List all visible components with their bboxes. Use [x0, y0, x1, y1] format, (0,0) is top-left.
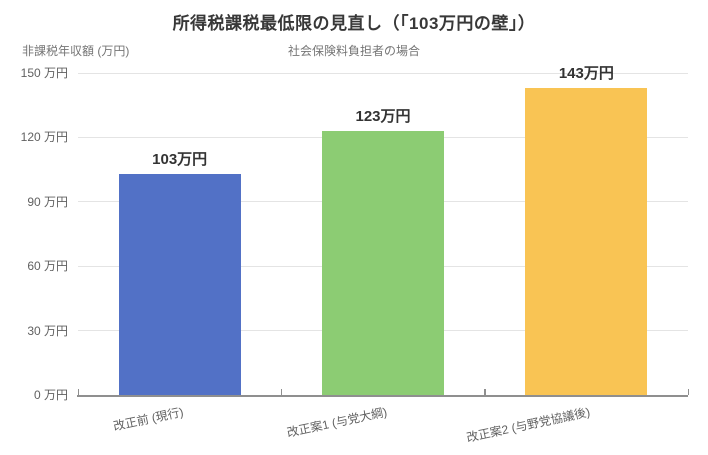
bar: [322, 130, 444, 395]
axis-tick: [280, 389, 283, 395]
bar: [525, 88, 648, 395]
bar-value-label: 123万円: [355, 107, 411, 125]
y-tick-label: 90 万円: [27, 194, 68, 209]
y-tick-label: 30 万円: [27, 323, 68, 338]
y-tick-label: 0 万円: [33, 388, 68, 402]
bar-value-label: 143万円: [558, 65, 614, 83]
x-axis-label: 改正案1 (与党大綱): [285, 404, 389, 440]
x-axis-line: [77, 395, 688, 397]
chart-subtitle: 社会保険料負担者の場合: [287, 44, 420, 58]
y-tick-label: 120 万円: [20, 130, 68, 145]
x-axis-label: 改正前 (現行): [112, 404, 185, 434]
y-tick-label: 60 万円: [27, 259, 68, 274]
y-axis-title: 非課税年収額 (万円): [22, 44, 130, 58]
y-tick-label: 150 万円: [20, 66, 68, 80]
bar: [118, 173, 241, 395]
chart-title: 所得税課税最低限の見直し（「103万円の壁」）: [172, 14, 536, 33]
axis-tick: [484, 389, 486, 395]
bar-value-label: 103万円: [152, 150, 208, 168]
x-axis-label: 改正案2 (与野党協議後): [465, 404, 592, 445]
gridline: [78, 72, 688, 74]
axis-tick: [687, 389, 689, 395]
axis-tick: [77, 389, 79, 395]
